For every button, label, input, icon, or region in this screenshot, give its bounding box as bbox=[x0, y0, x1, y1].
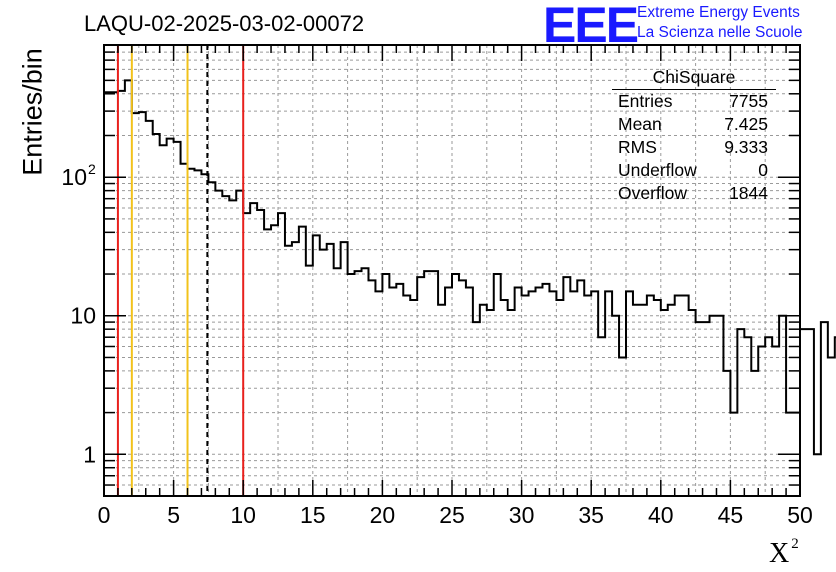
stats-row-underflow: Underflow 0 bbox=[608, 159, 778, 182]
x-tick-label: 45 bbox=[718, 502, 744, 528]
x-tick-label: 0 bbox=[98, 502, 111, 528]
y-tick-label: 10 bbox=[61, 164, 87, 190]
x-tick-label: 5 bbox=[167, 502, 180, 528]
reference-lines bbox=[116, 45, 245, 496]
chart-title: LAQU-02-2025-03-02-00072 bbox=[84, 11, 365, 36]
axis-ticks bbox=[103, 44, 801, 497]
x-tick-label: 10 bbox=[230, 502, 256, 528]
stats-value: 7.425 bbox=[724, 114, 768, 134]
x-axis-symbol: X bbox=[769, 538, 790, 569]
x-tick-label: 40 bbox=[648, 502, 674, 528]
stats-label: Overflow bbox=[618, 183, 688, 203]
x-axis-superscript: 2 bbox=[791, 536, 799, 552]
stats-title: ChiSquare bbox=[612, 67, 776, 90]
stats-value: 9.333 bbox=[724, 137, 768, 157]
x-tick-label: 25 bbox=[439, 502, 465, 528]
y-tick-label: 10 bbox=[70, 303, 96, 329]
x-tick-label: 50 bbox=[787, 502, 813, 528]
stats-label: Underflow bbox=[618, 160, 697, 180]
x-tick-label: 35 bbox=[578, 502, 604, 528]
y-tick-exponent: 2 bbox=[88, 161, 96, 177]
stats-box: ChiSquare Entries 7755 Mean 7.425 RMS 9.333… bbox=[608, 67, 778, 205]
logo-line-2: La Scienza nelle Scuole bbox=[637, 24, 803, 41]
x-tick-label: 15 bbox=[300, 502, 326, 528]
stats-label: Entries bbox=[618, 91, 673, 111]
stats-row-rms: RMS 9.333 bbox=[608, 136, 778, 159]
eee-logo: EEE bbox=[543, 0, 639, 53]
stats-row-entries: Entries 7755 bbox=[608, 90, 778, 113]
stats-value: 0 bbox=[758, 160, 768, 180]
logo-line-1: Extreme Energy Events bbox=[637, 4, 800, 21]
grid-lines bbox=[104, 44, 800, 497]
stats-value: 7755 bbox=[729, 91, 768, 111]
x-tick-labels: 0 5 10 15 20 25 30 35 40 45 50 bbox=[98, 502, 813, 528]
histogram-series bbox=[103, 79, 836, 496]
histogram-line bbox=[103, 79, 836, 496]
y-axis-label: Entries/bin bbox=[17, 48, 48, 176]
x-tick-label: 30 bbox=[509, 502, 535, 528]
stats-label: Mean bbox=[618, 114, 662, 134]
x-tick-label: 20 bbox=[370, 502, 396, 528]
stats-label: RMS bbox=[618, 137, 657, 157]
stats-row-overflow: Overflow 1844 bbox=[608, 182, 778, 205]
y-tick-label: 1 bbox=[83, 441, 96, 467]
stats-value: 1844 bbox=[729, 183, 768, 203]
stats-row-mean: Mean 7.425 bbox=[608, 113, 778, 136]
